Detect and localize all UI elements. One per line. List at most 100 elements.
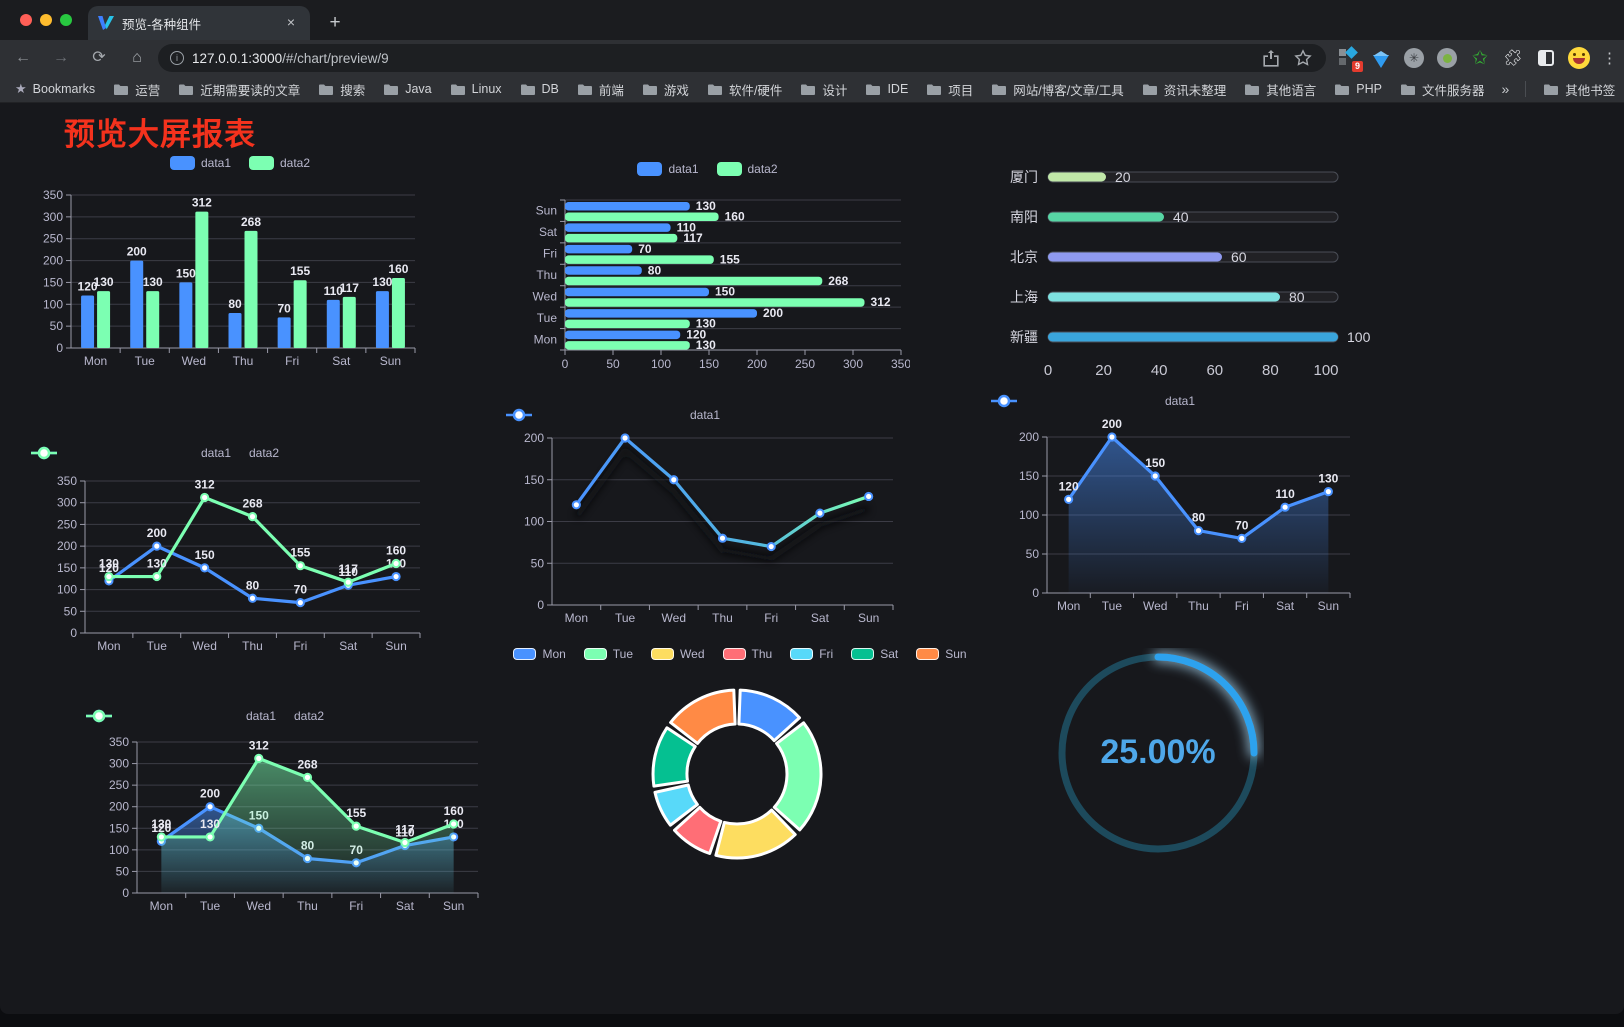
extension-star-icon[interactable]: ✩ — [1472, 47, 1488, 69]
svg-text:Tue: Tue — [135, 354, 156, 368]
svg-text:300: 300 — [843, 357, 863, 371]
svg-text:Thu: Thu — [536, 268, 557, 282]
forward-icon[interactable]: → — [53, 49, 69, 66]
bookmark-folder[interactable]: PHP — [1327, 79, 1389, 99]
svg-text:130: 130 — [94, 275, 114, 289]
extension-snowflake-icon[interactable]: ✳ — [1402, 46, 1426, 70]
new-tab-button[interactable]: + — [329, 12, 341, 33]
legend-item[interactable]: data1 — [991, 394, 1195, 408]
bookmark-folder[interactable]: Linux — [443, 79, 509, 99]
svg-text:0: 0 — [562, 357, 569, 371]
extensions-puzzle-icon[interactable]: 🧩︎ — [1502, 50, 1524, 67]
svg-text:Mon: Mon — [150, 899, 173, 913]
chart-weekday-donut[interactable]: Mon Tue Wed Thu Fri Sat Sun — [513, 633, 967, 893]
bookmark-folder[interactable]: 资讯未整理 — [1135, 77, 1234, 102]
bookmarks-bar: ★ Bookmarks 运营 近期需要读的文章 搜索 Java Linux DB… — [0, 76, 1624, 103]
legend-item[interactable]: data1 — [86, 709, 276, 723]
bookmark-folder[interactable]: 搜索 — [311, 77, 372, 102]
chart-city-progress[interactable]: 厦门 20 南阳 40 北京 60 上海 80 新疆 100 0 20 40 60 80 100 — [1000, 158, 1375, 398]
legend-item[interactable]: Thu — [722, 647, 772, 661]
svg-text:0: 0 — [1044, 362, 1052, 379]
svg-text:300: 300 — [57, 496, 77, 510]
legend-item[interactable]: data1 — [169, 156, 231, 170]
svg-text:70: 70 — [638, 242, 652, 256]
chart-grouped-bar[interactable]: 0 50 100 150 200 250 300 350 Mon Tue Wed Thu Fri Sat S… — [30, 150, 450, 382]
bookmark-folder[interactable]: Java — [376, 79, 438, 99]
bookmark-folder[interactable]: 项目 — [919, 77, 980, 102]
bookmark-folder[interactable]: 文件服务器 — [1393, 77, 1492, 102]
svg-text:Tue: Tue — [200, 899, 221, 913]
extension-darkreader-icon[interactable] — [1534, 46, 1558, 70]
bookmark-folder[interactable]: 网站/博客/文章/工具 — [984, 77, 1130, 102]
svg-text:Mon: Mon — [1057, 599, 1080, 613]
page-info-icon[interactable]: i — [170, 51, 184, 65]
chart-line-area-double[interactable]: 0 50 100 150 200 250 300 350 Mon Tue Wed Thu Fri Sat S… — [85, 700, 485, 935]
legend-item[interactable]: Sun — [916, 647, 967, 661]
svg-text:200: 200 — [43, 254, 63, 268]
bookmark-label: 搜索 — [340, 83, 366, 98]
svg-text:Sat: Sat — [396, 899, 415, 913]
browser-toolbar: ← → ⟳ ⌂ i 127.0.0.1:3000/#/chart/preview… — [0, 40, 1624, 76]
legend-item[interactable]: data2 — [249, 156, 310, 170]
legend-item[interactable]: Sat — [851, 647, 898, 661]
url-text[interactable]: 127.0.0.1:3000/#/chart/preview/9 — [192, 50, 389, 66]
browser-tab[interactable]: 预览-各种组件 × — [88, 6, 310, 40]
extension-green-dot-icon[interactable] — [1435, 46, 1459, 70]
bookmark-folder[interactable]: 设计 — [793, 77, 854, 102]
chart-line-area-blue[interactable]: 0 50 100 150 200 Mon Tue Wed Thu Fri Sat Sun 120 200 1… — [990, 390, 1370, 625]
bookmark-folder[interactable]: 运营 — [106, 77, 167, 102]
svg-text:150: 150 — [43, 275, 63, 289]
extension-gem-icon[interactable] — [1369, 46, 1393, 70]
svg-text:Wed: Wed — [182, 354, 206, 368]
extension-infinity-icon[interactable]: 9 — [1336, 46, 1363, 72]
legend-item[interactable]: data1 — [506, 408, 720, 422]
bookmark-label: 项目 — [948, 83, 974, 98]
legend-item[interactable]: Mon — [513, 647, 566, 661]
bookmark-folder[interactable]: 前端 — [570, 77, 631, 102]
svg-text:200: 200 — [524, 431, 544, 445]
chart-line-gradient[interactable]: 0 50 100 150 200 Mon Tue Wed Thu Fri Sat Sun data1 — [505, 400, 905, 640]
back-icon[interactable]: ← — [15, 49, 31, 66]
legend-item[interactable]: Fri — [790, 647, 833, 661]
chart-line-basic[interactable]: 0 50 100 150 200 250 300 350 Mon Tue Wed Thu Fri Sat S… — [30, 440, 450, 675]
legend-item[interactable]: Tue — [583, 647, 633, 661]
bookmark-folder[interactable]: 软件/硬件 — [700, 77, 789, 102]
legend-item[interactable]: data2 — [31, 446, 279, 460]
bookmarks-overflow-chevron[interactable]: » — [1501, 81, 1510, 97]
window-minimize-button[interactable] — [40, 14, 52, 26]
svg-text:130: 130 — [696, 199, 716, 213]
legend-item[interactable]: data1 — [637, 162, 699, 176]
chart-percent-gauge[interactable]: 25.00% — [1052, 648, 1264, 860]
legend-item[interactable]: data1 — [31, 446, 231, 460]
svg-text:120: 120 — [1059, 479, 1079, 493]
bookmarks-manager[interactable]: ★ Bookmarks — [15, 81, 96, 96]
reload-icon[interactable]: ⟳ — [92, 49, 106, 66]
legend-item[interactable]: data2 — [86, 709, 324, 723]
svg-text:312: 312 — [871, 295, 891, 309]
bookmark-star-icon[interactable] — [1294, 49, 1312, 67]
browser-menu-icon[interactable]: ⋮ — [1602, 50, 1617, 67]
window-zoom-button[interactable] — [60, 14, 72, 26]
bookmark-folder[interactable]: DB — [513, 79, 566, 99]
bookmark-folder[interactable]: 游戏 — [635, 77, 696, 102]
profile-avatar[interactable] — [1567, 46, 1591, 70]
chart-grouped-bar-horizontal[interactable]: Mon Tue Wed Thu Fri Sat Sun 0 50 100 150 200 250 300 3… — [505, 152, 910, 384]
svg-text:100: 100 — [57, 583, 77, 597]
home-icon[interactable]: ⌂ — [132, 49, 142, 66]
svg-text:150: 150 — [57, 561, 77, 575]
address-bar[interactable]: i 127.0.0.1:3000/#/chart/preview/9 — [158, 44, 1326, 72]
tab-close-icon[interactable]: × — [286, 14, 296, 30]
bookmark-folder[interactable]: IDE — [858, 79, 915, 99]
legend-item[interactable]: Wed — [651, 647, 705, 661]
folder-icon — [450, 84, 465, 95]
share-icon[interactable] — [1262, 49, 1280, 67]
page-title: 预览大屏报表 — [64, 117, 256, 152]
other-bookmarks-folder[interactable]: 其他书签 — [1536, 77, 1622, 102]
legend-item[interactable]: data2 — [716, 162, 778, 176]
svg-text:200: 200 — [127, 245, 147, 259]
bookmark-label: 设计 — [822, 83, 848, 98]
bookmark-folder[interactable]: 其他语言 — [1237, 77, 1323, 102]
bookmark-folder[interactable]: 近期需要读的文章 — [171, 77, 307, 102]
window-close-button[interactable] — [20, 14, 32, 26]
svg-text:155: 155 — [290, 546, 310, 560]
